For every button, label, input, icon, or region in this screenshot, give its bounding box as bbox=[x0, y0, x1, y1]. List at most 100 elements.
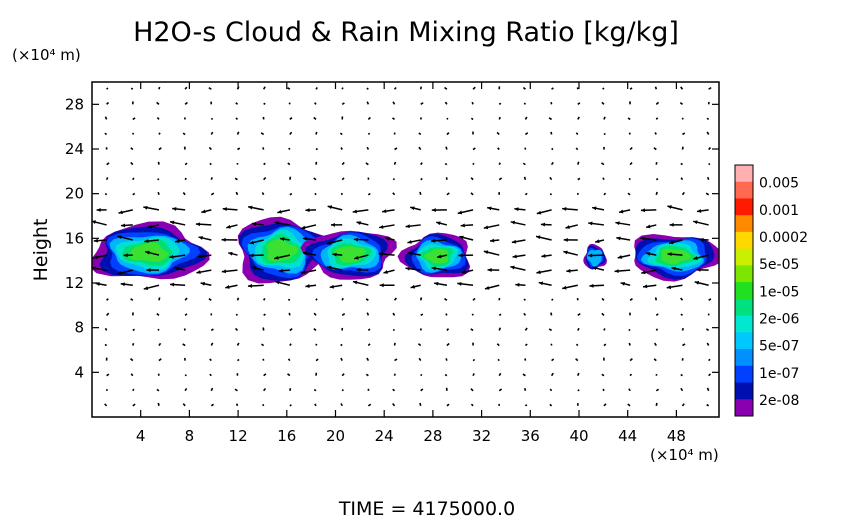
wind-vector bbox=[305, 208, 317, 213]
x-tick-label: 48 bbox=[667, 427, 686, 445]
wind-vector bbox=[147, 224, 160, 229]
wind-vector-shaft bbox=[629, 87, 633, 90]
colorbar-swatch bbox=[735, 382, 753, 400]
wind-vector-shaft bbox=[627, 192, 631, 196]
y-tick-label: 20 bbox=[65, 185, 84, 203]
wind-vector bbox=[577, 102, 581, 105]
wind-vector-shaft bbox=[627, 403, 631, 407]
wind-vector-shaft bbox=[287, 162, 291, 166]
wind-vector-shaft bbox=[470, 177, 474, 181]
wind-vector bbox=[340, 343, 343, 347]
wind-vector bbox=[653, 147, 657, 151]
wind-vector-shaft bbox=[577, 372, 580, 376]
wind-vector-shaft bbox=[182, 343, 186, 347]
wind-vector bbox=[563, 237, 578, 242]
wind-vector bbox=[483, 224, 500, 230]
wind-vector bbox=[198, 236, 212, 241]
wind-vector-shaft bbox=[184, 374, 187, 377]
wind-vector-head bbox=[301, 270, 306, 275]
wind-vector-head bbox=[382, 209, 387, 214]
x-tick-label: 12 bbox=[229, 427, 248, 445]
wind-vector-shaft bbox=[577, 177, 581, 181]
wind-vector bbox=[445, 146, 448, 150]
wind-vector bbox=[367, 328, 371, 332]
wind-vector-head bbox=[93, 255, 98, 260]
wind-vector-shaft bbox=[210, 117, 214, 121]
wind-vector bbox=[410, 206, 421, 211]
wind-vector-head bbox=[640, 208, 646, 213]
wind-vector bbox=[379, 283, 395, 288]
wind-vector bbox=[405, 266, 421, 271]
wind-vector bbox=[444, 162, 448, 166]
wind-vector-shaft bbox=[289, 327, 293, 332]
wind-vector bbox=[497, 358, 500, 362]
wind-vector bbox=[420, 313, 424, 317]
wind-vector bbox=[158, 147, 162, 151]
wind-vector bbox=[420, 102, 424, 106]
wind-vector-head bbox=[201, 209, 206, 214]
wind-vector bbox=[523, 102, 527, 105]
wind-vector-shaft bbox=[524, 192, 528, 196]
wind-vector-shaft bbox=[105, 177, 109, 181]
wind-vector-head bbox=[200, 281, 205, 286]
wind-vector-shaft bbox=[472, 373, 475, 377]
wind-vector-shaft bbox=[680, 313, 683, 316]
wind-vector-shaft bbox=[603, 328, 606, 331]
wind-vector bbox=[577, 313, 581, 317]
wind-vector-shaft bbox=[287, 298, 291, 301]
wind-vector-shaft bbox=[367, 192, 371, 196]
wind-vector-shaft bbox=[104, 132, 108, 136]
wind-vector-head bbox=[96, 207, 101, 212]
wind-vector-head bbox=[669, 240, 674, 245]
wind-vector-shaft bbox=[681, 327, 684, 331]
wind-vector bbox=[628, 177, 631, 181]
wind-vector-shaft bbox=[237, 147, 241, 151]
wind-vector bbox=[234, 327, 239, 332]
wind-vector-shaft bbox=[106, 373, 110, 377]
wind-vector bbox=[234, 177, 238, 181]
wind-vector-shaft bbox=[393, 297, 397, 301]
wind-vector bbox=[315, 86, 318, 90]
wind-vector bbox=[431, 266, 448, 271]
wind-vector bbox=[705, 328, 710, 332]
wind-vector-shaft bbox=[341, 177, 345, 181]
wind-vector bbox=[603, 328, 606, 331]
y-tick-label: 16 bbox=[65, 229, 84, 247]
wind-vector bbox=[498, 388, 503, 392]
wind-vector bbox=[562, 206, 578, 211]
wind-vector-shaft bbox=[130, 147, 134, 151]
wind-vector-shaft bbox=[550, 312, 553, 316]
wind-vector bbox=[472, 297, 476, 301]
wind-vector-shaft bbox=[182, 191, 186, 196]
wind-vector-shaft bbox=[287, 358, 291, 362]
wind-vector-shaft bbox=[339, 132, 343, 136]
wind-vector bbox=[208, 298, 212, 301]
wind-vector-shaft bbox=[314, 102, 317, 105]
wind-vector bbox=[461, 269, 474, 274]
wind-vector-shaft bbox=[315, 343, 318, 346]
wind-vector-head bbox=[483, 225, 489, 230]
wind-vector bbox=[681, 146, 684, 150]
wind-vector-shaft bbox=[470, 328, 474, 332]
wind-vector bbox=[104, 132, 108, 136]
wind-vector bbox=[669, 222, 683, 227]
wind-vector-shaft bbox=[550, 161, 554, 166]
wind-vector-shaft bbox=[365, 162, 369, 166]
wind-vector bbox=[235, 102, 239, 105]
wind-vector-shaft bbox=[470, 403, 474, 407]
wind-vector-shaft bbox=[420, 373, 423, 377]
wind-vector-head bbox=[696, 267, 701, 272]
wind-vector-head bbox=[515, 282, 520, 287]
wind-vector-shaft bbox=[184, 101, 188, 105]
wind-vector bbox=[645, 224, 657, 229]
wind-vector bbox=[104, 403, 108, 407]
wind-vector-head bbox=[461, 270, 467, 274]
wind-vector bbox=[392, 178, 396, 181]
wind-vector-head bbox=[536, 210, 542, 215]
wind-vector bbox=[315, 147, 318, 151]
wind-vector-shaft bbox=[629, 297, 633, 301]
wind-vector-shaft bbox=[234, 388, 238, 392]
wind-vector-head bbox=[699, 237, 704, 242]
wind-vector-shaft bbox=[628, 328, 631, 332]
wind-vector bbox=[510, 220, 526, 226]
